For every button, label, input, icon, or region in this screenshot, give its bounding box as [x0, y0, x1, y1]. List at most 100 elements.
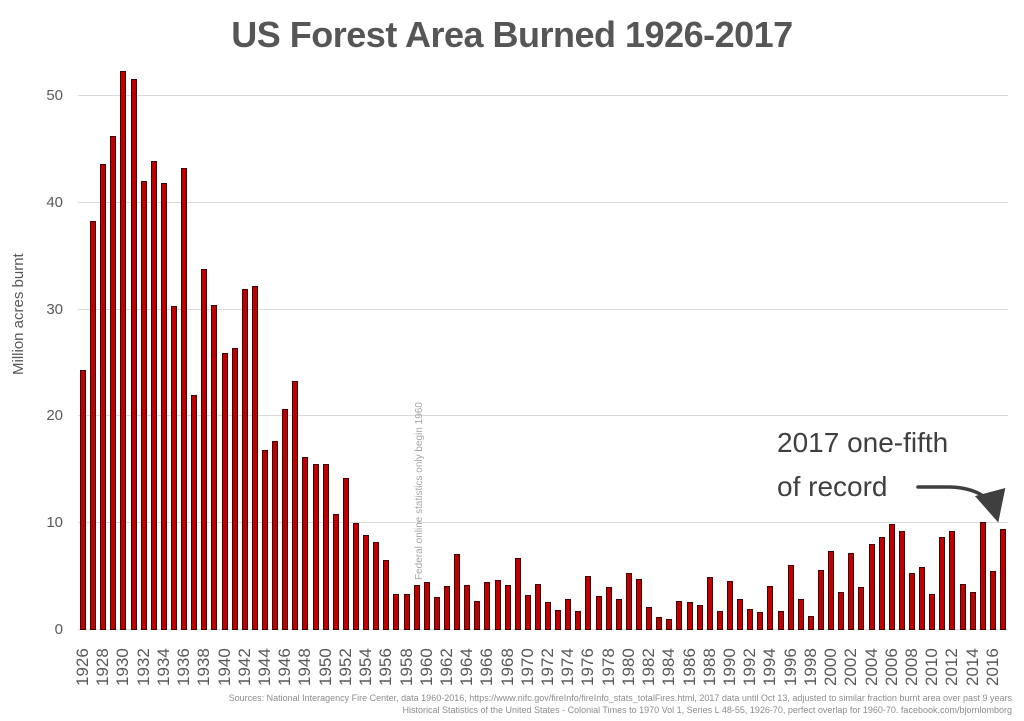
bar-1953 [352, 523, 359, 630]
bar-2014 [969, 591, 976, 630]
bar-2011 [939, 537, 946, 630]
bar-1934 [160, 182, 167, 630]
x-tick-label: 1952 [335, 648, 355, 686]
bar-2000 [828, 550, 835, 630]
x-tick-label: 2008 [901, 648, 921, 686]
bar-2007 [898, 530, 905, 630]
x-tick-label: 1934 [153, 648, 173, 686]
x-tick-label: 1966 [477, 648, 497, 686]
federal-statistics-note: Federal online statistics only begin 196… [414, 402, 425, 580]
bar-1983 [656, 617, 663, 630]
bar-1996 [787, 564, 794, 630]
bar-1951 [332, 513, 339, 630]
bar-1975 [575, 610, 582, 630]
bar-1943 [251, 286, 258, 630]
bar-1981 [636, 578, 643, 630]
bar-1965 [474, 601, 481, 630]
bar-1987 [696, 605, 703, 630]
bar-1941 [231, 348, 238, 630]
bar-1992 [747, 608, 754, 630]
y-tick-label: 20 [46, 407, 63, 425]
x-tick-label: 1982 [639, 648, 659, 686]
gridline [78, 415, 1008, 417]
bar-1938 [201, 269, 208, 630]
x-tick-label: 1962 [436, 648, 456, 686]
bar-2016 [989, 571, 996, 630]
y-tick-label: 40 [46, 193, 63, 211]
y-tick-label: 50 [46, 87, 63, 104]
y-tick-label: 30 [46, 300, 63, 318]
bar-1998 [807, 616, 814, 630]
bar-1950 [322, 464, 329, 630]
bar-1966 [484, 581, 491, 630]
gridline [78, 522, 1008, 524]
bar-2012 [949, 530, 956, 630]
sources-block: Sources: National Interagency Fire Cente… [152, 693, 1012, 716]
bar-1978 [605, 587, 612, 630]
x-tick-label: 2000 [821, 648, 841, 686]
bar-1928 [100, 164, 107, 630]
plot-area [78, 71, 1008, 630]
x-tick-label: 1986 [679, 648, 699, 686]
x-tick-label: 1960 [416, 648, 436, 686]
sources-line-1: Sources: National Interagency Fire Cente… [228, 693, 1012, 703]
x-tick-label: 1930 [113, 648, 133, 686]
gridline [78, 629, 1008, 630]
bar-2013 [959, 584, 966, 630]
bar-2017 [999, 528, 1006, 630]
x-tick-label: 2010 [922, 648, 942, 686]
bar-1976 [585, 575, 592, 630]
x-tick-label: 1946 [275, 648, 295, 686]
bar-1952 [342, 478, 349, 630]
x-tick-label: 1928 [93, 648, 113, 686]
y-axis-ticks: 0 10 20 30 40 50 [18, 87, 63, 638]
x-tick-label: 2004 [861, 648, 881, 686]
bar-1937 [191, 395, 198, 630]
x-tick-label: 1974 [558, 648, 578, 686]
bar-1980 [625, 573, 632, 630]
bar-1972 [545, 602, 552, 630]
bar-1935 [171, 306, 178, 630]
x-tick-label: 2016 [982, 648, 1002, 686]
bar-1967 [494, 579, 501, 630]
annotation-2017: 2017 one-fifth of record [777, 421, 1017, 509]
bar-1995 [777, 610, 784, 630]
x-tick-label: 1956 [376, 648, 396, 686]
y-tick-label: 0 [54, 621, 63, 638]
x-tick-label: 1926 [73, 648, 93, 686]
bar-1989 [716, 610, 723, 630]
bar-2005 [878, 537, 885, 630]
bar-1926 [80, 370, 87, 630]
x-tick-label: 1950 [315, 648, 335, 686]
x-tick-label: 1992 [740, 648, 760, 686]
bar-1929 [110, 135, 117, 630]
bar-1947 [292, 381, 299, 630]
gridline [78, 308, 1008, 310]
sources-line-2: Historical Statistics of the United Stat… [402, 704, 1013, 715]
x-tick-label: 1996 [780, 648, 800, 686]
x-tick-label: 1998 [800, 648, 820, 686]
bar-1973 [555, 609, 562, 630]
bar-1955 [373, 542, 380, 630]
x-tick-label: 1942 [234, 648, 254, 686]
bar-2003 [858, 587, 865, 630]
bar-2008 [908, 573, 915, 630]
annotation-line-2: of record [777, 471, 888, 502]
bar-1930 [120, 71, 127, 630]
x-tick-label: 1994 [760, 648, 780, 686]
bar-1994 [767, 586, 774, 630]
bar-2002 [848, 553, 855, 630]
gridline [78, 95, 1008, 96]
bar-1969 [514, 558, 521, 630]
x-tick-label: 1980 [618, 648, 638, 686]
x-tick-label: 1936 [174, 648, 194, 686]
bar-1964 [464, 585, 471, 630]
page-title: US Forest Area Burned 1926-2017 [231, 14, 793, 55]
bar-1942 [241, 289, 248, 630]
bar-1957 [393, 593, 400, 630]
annotation-line-1: 2017 one-fifth [777, 427, 949, 458]
bar-1958 [403, 593, 410, 630]
bar-1990 [727, 580, 733, 630]
bar-2001 [838, 591, 845, 630]
x-tick-label: 1954 [356, 648, 376, 686]
